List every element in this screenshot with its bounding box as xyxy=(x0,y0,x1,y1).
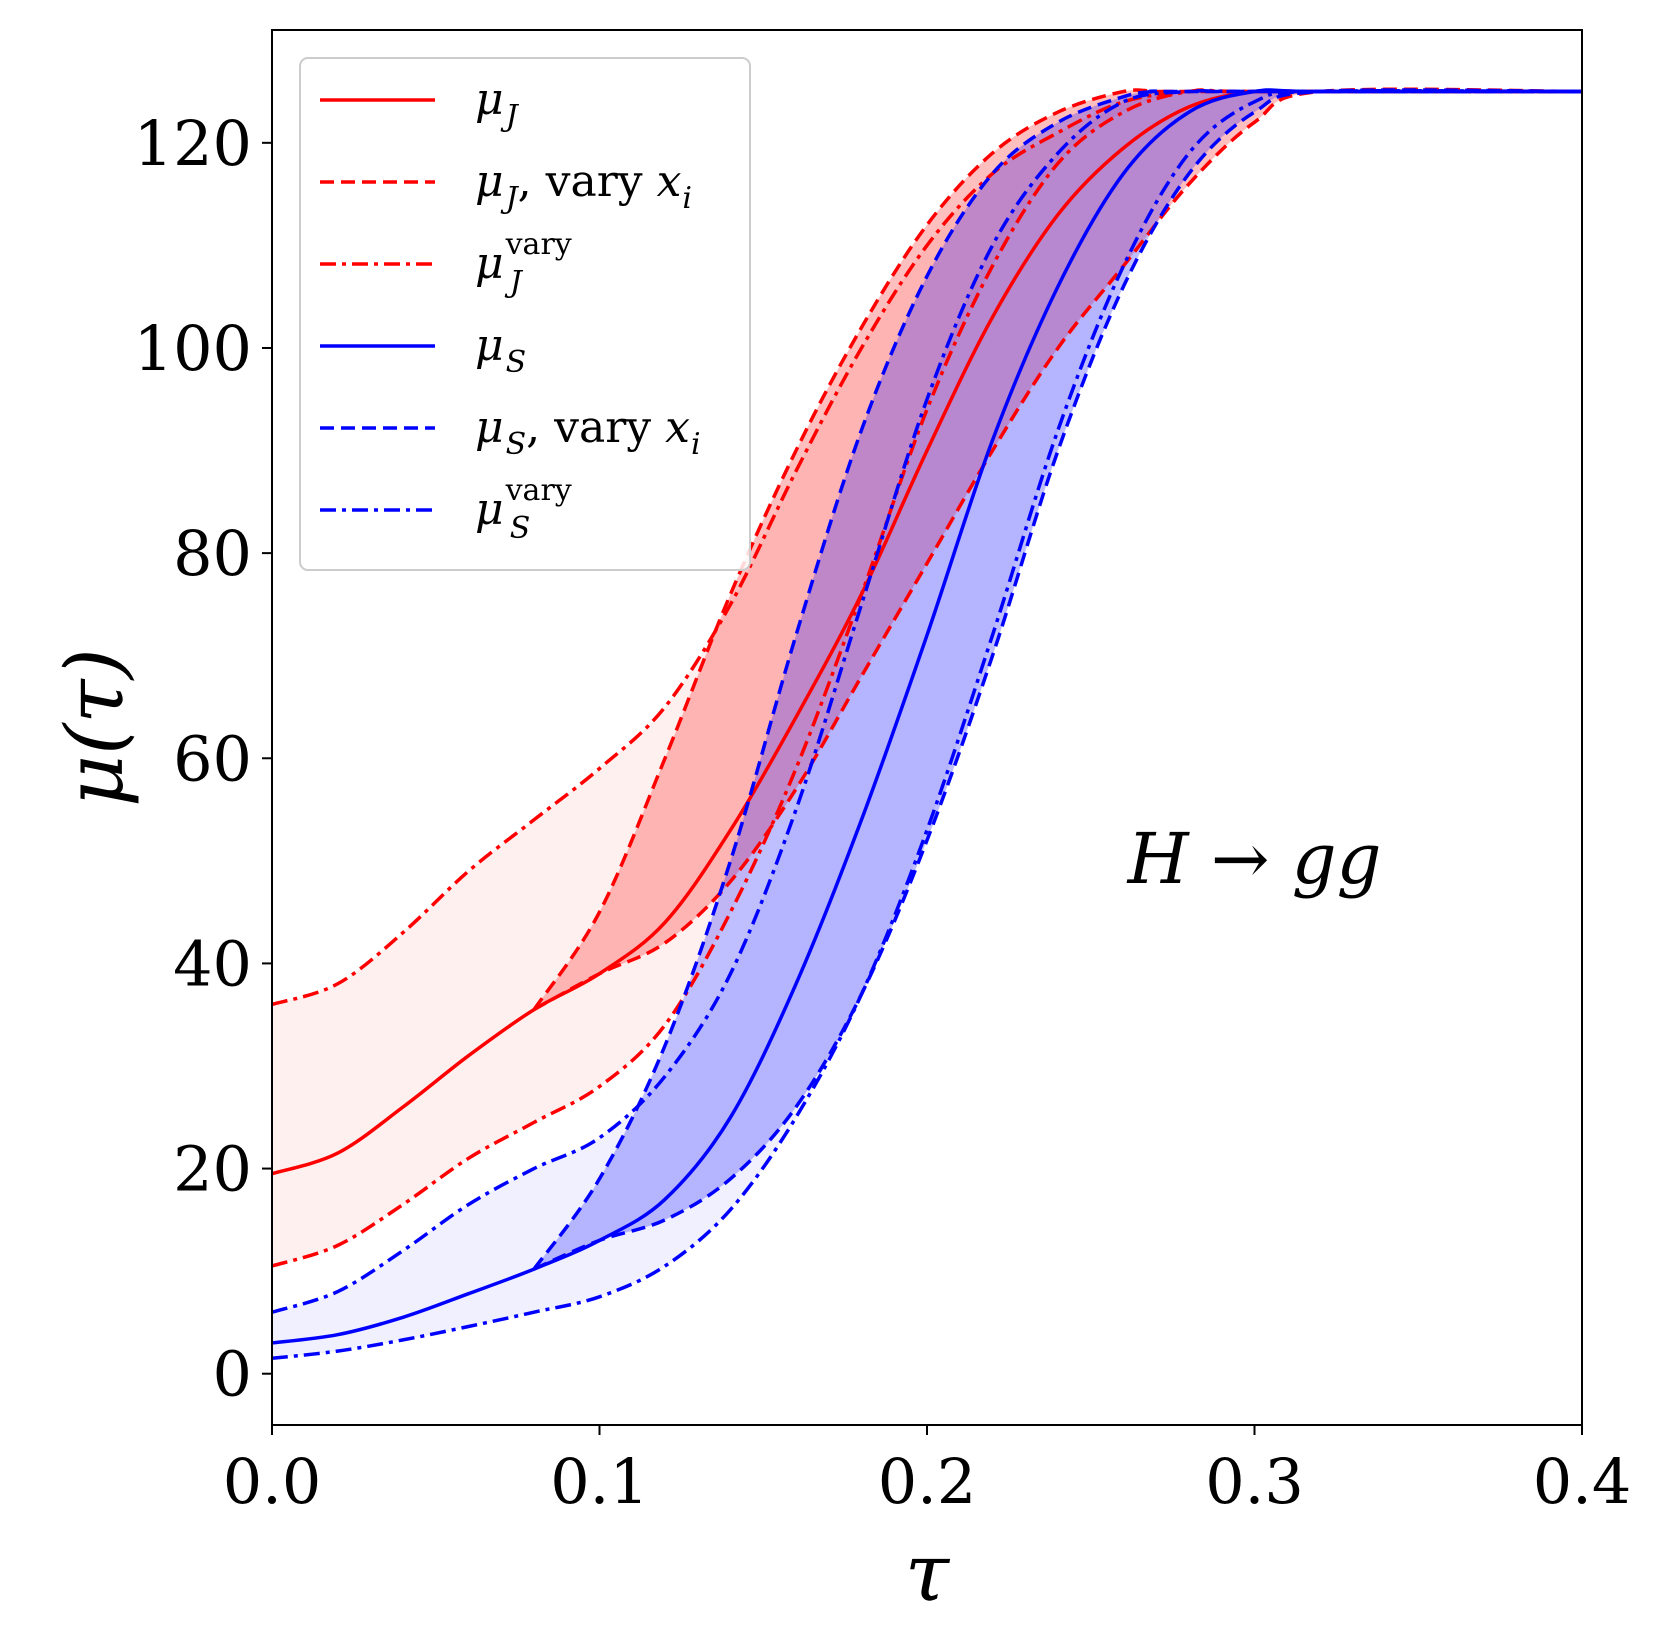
series-lines xyxy=(272,87,1582,1361)
y-tick-label: 60 xyxy=(173,722,252,795)
legend-label-5: μvary S xyxy=(475,473,572,546)
series-line-8 xyxy=(272,88,1582,1314)
y-tick-label: 100 xyxy=(134,312,252,385)
x-tick-label: 0.1 xyxy=(550,1445,649,1518)
process-annotation: H → gg xyxy=(1126,818,1382,900)
y-tick-label: 20 xyxy=(173,1133,252,1206)
x-tick-label: 0.4 xyxy=(1533,1445,1632,1518)
legend-box xyxy=(299,57,751,571)
legend-label-1: μJ, vary xi xyxy=(475,156,692,216)
legend-label-3: μS xyxy=(475,320,526,380)
band-s-vary-band xyxy=(272,90,1582,1359)
x-axis-label: τ xyxy=(905,1526,951,1619)
series-line-5 xyxy=(272,88,1582,1345)
series-line-6 xyxy=(532,89,1582,1271)
y-axis-ticks: 0 20 40 60 80 100 120 xyxy=(134,107,272,1411)
band-s-vary-x-i-band xyxy=(534,89,1582,1270)
band-j-vary-x-i-band xyxy=(534,89,1582,1010)
x-tick-label: 0.0 xyxy=(223,1445,322,1518)
y-tick-label: 120 xyxy=(134,107,252,180)
x-tick-label: 0.3 xyxy=(1205,1445,1304,1518)
x-tick-label: 0.2 xyxy=(878,1445,977,1518)
y-axis-label: μ(τ) xyxy=(48,648,141,807)
series-line-7 xyxy=(533,88,1582,1271)
y-tick-label: 40 xyxy=(173,927,252,1000)
series-line-9 xyxy=(272,88,1582,1361)
legend-label-4: μS, vary xi xyxy=(475,402,701,462)
y-tick-label: 80 xyxy=(173,517,252,590)
x-axis-ticks: 0.0 0.1 0.2 0.3 0.4 xyxy=(223,1425,1632,1518)
y-tick-label: 0 xyxy=(213,1338,252,1411)
